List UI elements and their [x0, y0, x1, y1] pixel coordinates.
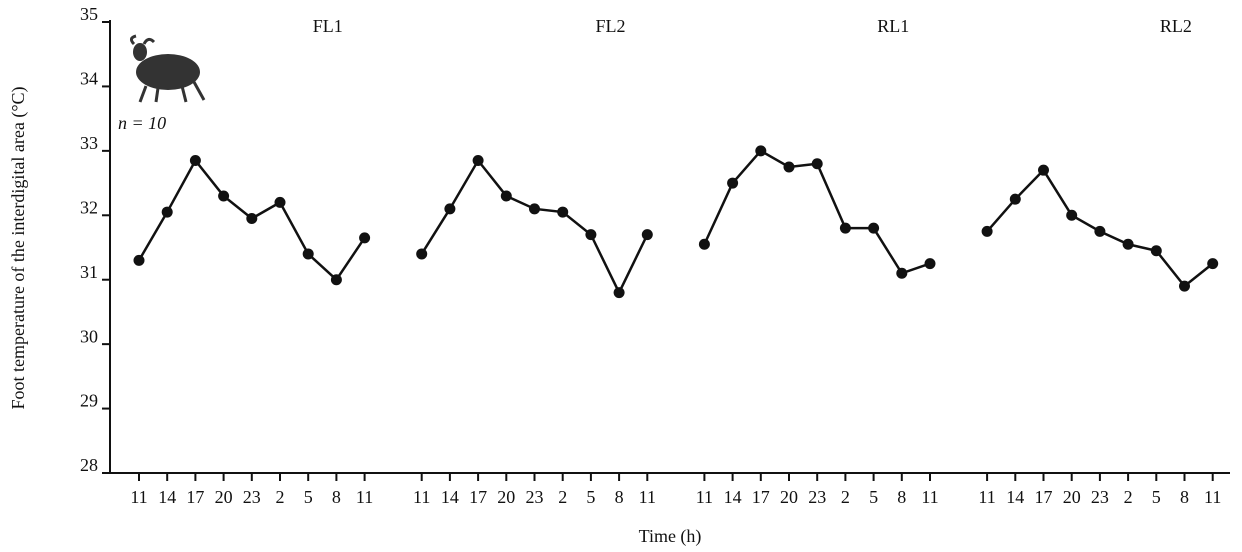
- data-point: [1038, 165, 1049, 176]
- y-tick-label: 31: [80, 262, 98, 282]
- data-point: [755, 145, 766, 156]
- x-tick-label: 11: [696, 487, 713, 507]
- data-point: [275, 197, 286, 208]
- annotation: n = 10: [118, 113, 166, 133]
- panel-title: FL2: [595, 16, 625, 36]
- data-point: [501, 190, 512, 201]
- data-point: [585, 229, 596, 240]
- y-tick-label: 33: [80, 133, 98, 153]
- x-tick-label: 14: [724, 487, 742, 507]
- data-point: [727, 178, 738, 189]
- x-tick-label: 11: [639, 487, 656, 507]
- x-tick-label: 5: [1152, 487, 1161, 507]
- page: Foot temperature of the interdigital are…: [0, 0, 1242, 552]
- chart: Foot temperature of the interdigital are…: [0, 0, 1242, 552]
- x-tick-label: 8: [1180, 487, 1189, 507]
- data-point: [1123, 239, 1134, 250]
- x-tick-label: 11: [978, 487, 995, 507]
- data-point: [840, 223, 851, 234]
- data-point: [1010, 194, 1021, 205]
- x-tick-label: 11: [1204, 487, 1221, 507]
- data-point: [331, 274, 342, 285]
- data-point: [303, 248, 314, 259]
- data-point: [246, 213, 257, 224]
- data-point: [444, 203, 455, 214]
- data-point: [529, 203, 540, 214]
- x-tick-label: 23: [526, 487, 544, 507]
- x-tick-label: 11: [413, 487, 430, 507]
- data-point: [473, 155, 484, 166]
- x-tick-label: 11: [130, 487, 147, 507]
- x-tick-label: 2: [276, 487, 285, 507]
- x-tick-label: 20: [1063, 487, 1081, 507]
- data-point: [1151, 245, 1162, 256]
- data-point: [642, 229, 653, 240]
- x-tick-label: 23: [243, 487, 261, 507]
- x-tick-label: 8: [897, 487, 906, 507]
- data-point: [699, 239, 710, 250]
- y-tick-label: 30: [80, 326, 98, 346]
- y-tick-label: 34: [80, 69, 98, 89]
- x-tick-label: 23: [808, 487, 826, 507]
- x-tick-label: 2: [558, 487, 567, 507]
- data-point: [1066, 210, 1077, 221]
- x-tick-label: 20: [780, 487, 798, 507]
- x-tick-label: 5: [586, 487, 595, 507]
- x-tick-label: 5: [304, 487, 313, 507]
- data-point: [896, 268, 907, 279]
- x-tick-label: 17: [1035, 487, 1053, 507]
- x-tick-label: 14: [158, 487, 176, 507]
- x-tick-label: 8: [615, 487, 624, 507]
- x-tick-label: 11: [356, 487, 373, 507]
- data-point: [614, 287, 625, 298]
- y-tick-label: 35: [80, 4, 98, 24]
- data-point: [812, 158, 823, 169]
- x-tick-label: 17: [752, 487, 770, 507]
- x-tick-label: 14: [1006, 487, 1024, 507]
- y-tick-label: 28: [80, 455, 98, 475]
- sheep-icon: [131, 36, 204, 102]
- data-point: [134, 255, 145, 266]
- y-axis-label: Foot temperature of the interdigital are…: [8, 86, 29, 409]
- data-point: [416, 248, 427, 259]
- data-point: [359, 232, 370, 243]
- data-point: [190, 155, 201, 166]
- x-tick-label: 17: [469, 487, 487, 507]
- data-point: [162, 207, 173, 218]
- panel-title: RL2: [1160, 16, 1192, 36]
- x-tick-label: 14: [441, 487, 459, 507]
- y-tick-label: 32: [80, 197, 98, 217]
- x-tick-label: 20: [215, 487, 233, 507]
- panel-title: FL1: [313, 16, 343, 36]
- y-tick-label: 29: [80, 391, 98, 411]
- data-point: [1094, 226, 1105, 237]
- data-point: [1207, 258, 1218, 269]
- x-tick-label: 2: [841, 487, 850, 507]
- panel-title: RL1: [877, 16, 909, 36]
- data-point: [1179, 281, 1190, 292]
- x-tick-label: 11: [921, 487, 938, 507]
- data-point: [868, 223, 879, 234]
- x-tick-label: 2: [1124, 487, 1133, 507]
- data-point: [557, 207, 568, 218]
- x-tick-label: 20: [497, 487, 515, 507]
- data-point: [218, 190, 229, 201]
- x-axis-label: Time (h): [639, 526, 702, 547]
- data-point: [925, 258, 936, 269]
- x-tick-label: 17: [186, 487, 204, 507]
- x-tick-label: 5: [869, 487, 878, 507]
- x-tick-label: 23: [1091, 487, 1109, 507]
- data-point: [982, 226, 993, 237]
- data-point: [784, 161, 795, 172]
- series-line: [422, 161, 648, 293]
- x-tick-label: 8: [332, 487, 341, 507]
